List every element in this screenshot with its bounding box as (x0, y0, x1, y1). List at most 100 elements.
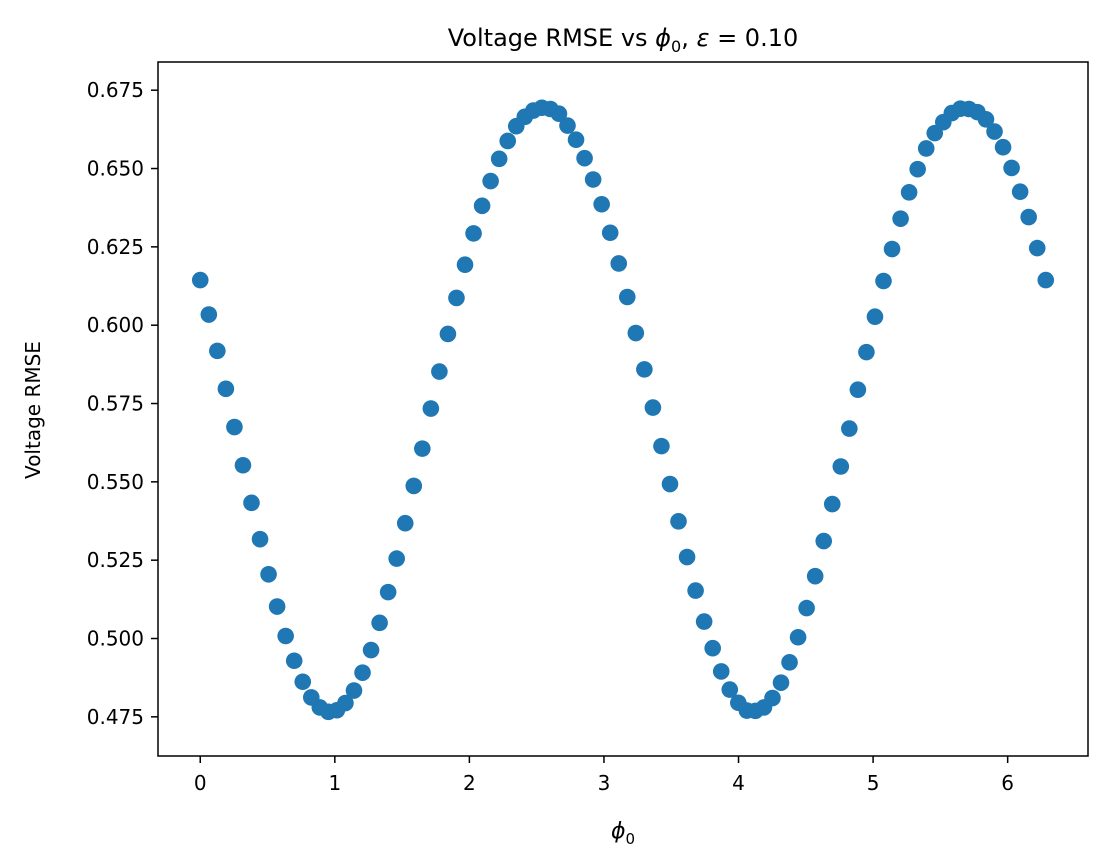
x-tick-label: 3 (598, 771, 611, 795)
scatter-point (678, 548, 696, 566)
scatter-point (550, 105, 568, 122)
scatter-point (226, 418, 243, 436)
scatter-point (362, 641, 380, 659)
y-tick-label: 0.500 (87, 627, 144, 651)
scatter-point (354, 664, 371, 681)
y-tick-label: 0.650 (87, 157, 144, 181)
scatter-point (704, 639, 721, 657)
scatter-point (618, 288, 636, 306)
y-tick-label: 0.525 (87, 548, 144, 572)
scatter-point (841, 420, 858, 437)
scatter-point (439, 325, 457, 343)
scatter-point (601, 224, 619, 242)
y-tick-label: 0.575 (87, 392, 144, 416)
scatter-point (414, 440, 431, 457)
x-tick-label: 5 (867, 771, 880, 795)
scatter-point (636, 361, 653, 378)
x-axis: 0 1 2 3 4 5 6 (194, 756, 1014, 795)
scatter-point (456, 256, 474, 274)
scatter-point (251, 530, 269, 548)
plot-area (157, 61, 1089, 757)
axes-frame (157, 61, 1089, 757)
scatter-point (473, 197, 491, 215)
y-tick-label: 0.600 (87, 313, 144, 337)
scatter-point (243, 494, 260, 512)
scatter-point (687, 582, 704, 599)
y-tick-label: 0.475 (87, 705, 144, 729)
scatter-point (994, 138, 1012, 156)
scatter-point (431, 363, 448, 380)
scatter-point (217, 380, 235, 398)
scatter-point (490, 150, 508, 168)
scatter-point (584, 171, 602, 188)
scatter-point (772, 674, 790, 691)
scatter-point (900, 184, 918, 201)
scatter-point (781, 654, 798, 671)
scatter-point (465, 225, 482, 242)
scatter-point (234, 456, 252, 474)
scatter-point (576, 149, 593, 167)
scatter-point (977, 111, 995, 128)
scatter-points (191, 99, 1055, 721)
scatter-point (832, 458, 850, 475)
scatter-point (806, 567, 824, 585)
scatter-point (191, 271, 209, 289)
scatter-point (260, 565, 277, 583)
scatter-point (268, 598, 286, 615)
y-tick-label: 0.625 (87, 235, 144, 259)
x-tick-label: 0 (194, 771, 207, 795)
scatter-point (798, 599, 815, 617)
scatter-point (337, 694, 354, 712)
scatter-point (567, 131, 585, 148)
y-axis-label: Voltage RMSE (21, 341, 45, 479)
scatter-point (1037, 271, 1055, 289)
scatter-point (345, 682, 363, 699)
scatter-point (610, 255, 628, 272)
scatter-point (422, 400, 440, 417)
scatter-point (396, 514, 414, 532)
scatter-point (883, 240, 901, 258)
scatter-point (892, 210, 909, 227)
scatter-point (1003, 159, 1020, 177)
scatter-point (858, 343, 875, 361)
scatter-point (849, 381, 867, 399)
scatter-point (712, 663, 730, 680)
scatter-point (499, 132, 517, 150)
scatter-point (644, 399, 662, 416)
scatter-point (294, 673, 312, 691)
scatter-point (482, 172, 499, 190)
scatter-point (627, 324, 645, 342)
y-tick-label: 0.550 (87, 470, 144, 494)
scatter-point (917, 140, 935, 157)
scatter-point (695, 613, 713, 630)
scatter-point (986, 123, 1003, 140)
scatter-point (379, 583, 397, 601)
scatter-point (653, 437, 670, 455)
x-tick-label: 6 (1001, 771, 1014, 795)
scatter-point (661, 475, 679, 493)
y-tick-label: 0.675 (87, 78, 144, 102)
scatter-point (200, 306, 218, 323)
scatter-point (388, 550, 405, 567)
x-axis-label: ϕ0 (611, 819, 635, 848)
scatter-point (670, 513, 687, 530)
x-tick-label: 2 (463, 771, 476, 795)
scatter-point (593, 195, 610, 213)
scatter-point (909, 160, 926, 178)
scatter-point (866, 308, 884, 326)
scatter-point (1020, 208, 1037, 226)
scatter-point (448, 289, 465, 307)
scatter-point (764, 689, 781, 707)
chart-title: Voltage RMSE vs ϕ0, ε = 0.10 (448, 24, 799, 56)
scatter-point (815, 532, 833, 550)
scatter-point (285, 652, 303, 670)
x-tick-label: 4 (732, 771, 745, 795)
scatter-point (1028, 239, 1046, 257)
scatter-point (209, 342, 226, 360)
scatter-point (559, 117, 576, 134)
scatter-point (789, 628, 807, 646)
y-axis: 0.475 0.500 0.525 0.550 0.575 0.600 0.625 0.650… (87, 78, 158, 729)
scatter-point (721, 681, 739, 698)
scatter-point (277, 627, 294, 645)
